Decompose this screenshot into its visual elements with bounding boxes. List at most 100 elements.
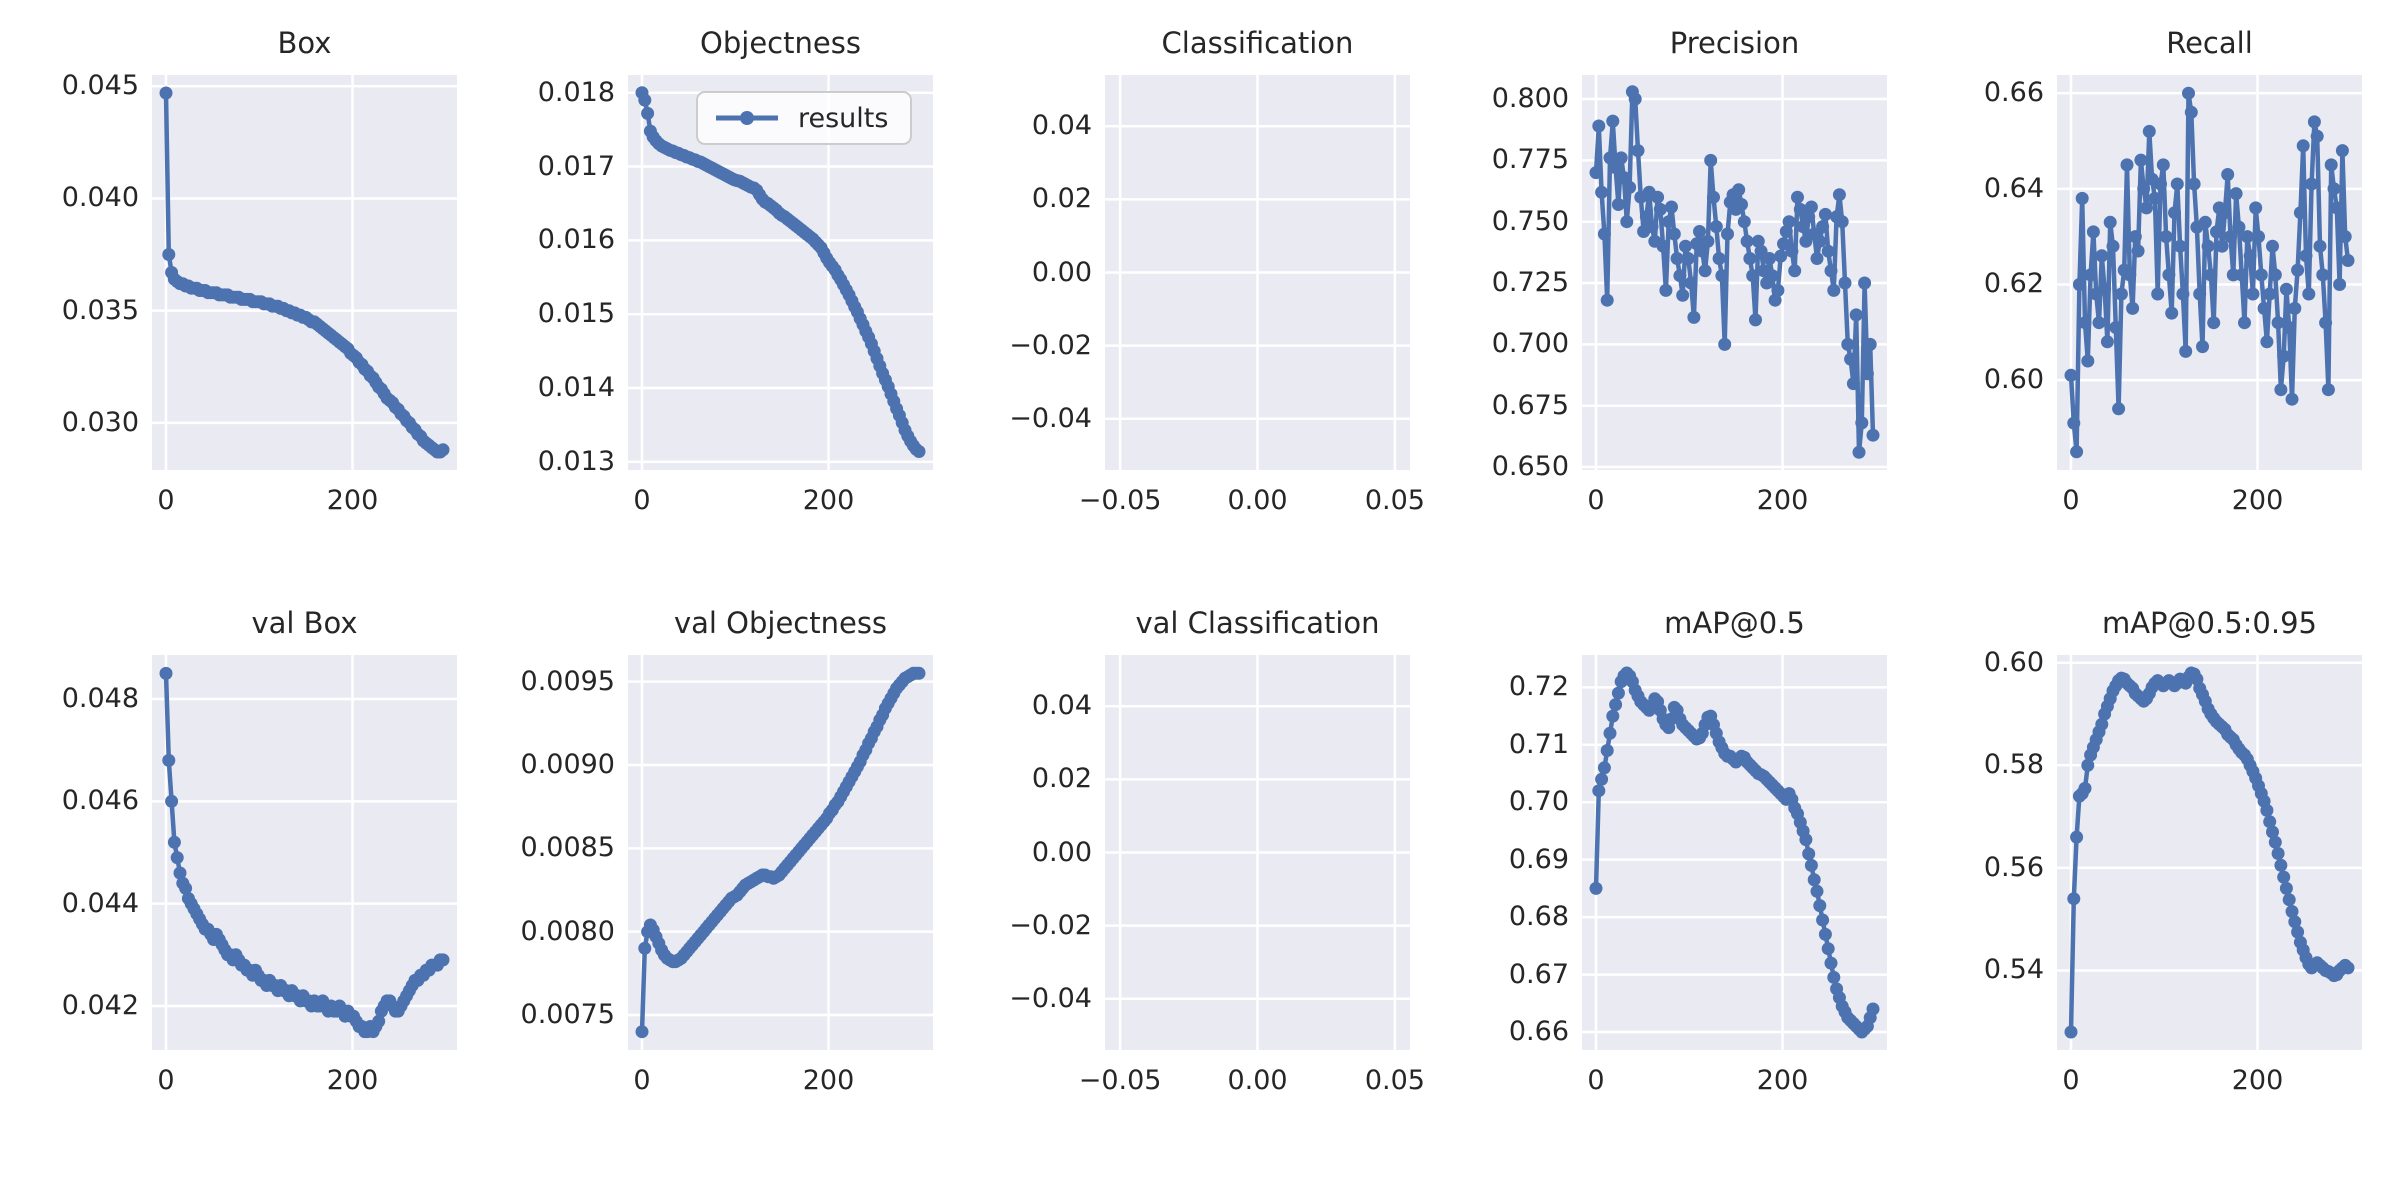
results-marker: [2123, 268, 2137, 282]
results-marker: [1763, 252, 1776, 265]
results-marker: [1858, 276, 1872, 290]
y-tick-label: 0.775: [1491, 144, 1569, 176]
results-marker: [2246, 287, 2260, 301]
y-tick-label: 0.013: [537, 445, 615, 477]
results-marker: [2341, 961, 2355, 975]
results-marker: [2260, 803, 2274, 817]
results-marker: [1721, 227, 1734, 241]
results-marker: [1802, 847, 1816, 861]
y-tick-label: 0.0095: [520, 665, 615, 697]
results-marker: [2210, 225, 2223, 239]
y-tick-label: 0.71: [1508, 728, 1569, 760]
results-marker: [1592, 784, 1606, 798]
results-marker: [2067, 416, 2081, 430]
results-marker: [641, 106, 655, 120]
y-tick-label: 0.67: [1508, 958, 1569, 990]
results-marker: [1818, 927, 1832, 941]
results-marker: [1656, 239, 1670, 253]
y-tick-label: 0.044: [61, 887, 139, 919]
results-marker: [159, 666, 173, 680]
results-marker: [1782, 215, 1796, 229]
results-marker: [2173, 239, 2187, 253]
results-marker: [1765, 269, 1779, 283]
results-marker: [1704, 153, 1718, 167]
results-marker: [1684, 276, 1698, 290]
results-marker: [2187, 177, 2201, 191]
results-marker: [2075, 191, 2089, 205]
y-tick-label: 0.017: [537, 150, 615, 182]
results-marker: [2268, 268, 2282, 282]
subplot-title: val Classification: [1135, 606, 1380, 640]
results-marker: [2310, 129, 2324, 143]
results-marker: [1777, 237, 1790, 251]
subplot-title: mAP@0.5:0.95: [2101, 606, 2318, 640]
results-marker: [1592, 119, 1606, 133]
y-tick-label: 0.02: [1031, 183, 1092, 215]
y-tick-label: 0.650: [1491, 451, 1569, 483]
subplot-title: val Box: [251, 606, 358, 640]
results-marker: [2081, 758, 2095, 772]
results-marker: [162, 248, 176, 261]
results-marker: [2114, 287, 2128, 301]
plot-area: [152, 75, 457, 470]
results-marker: [2324, 158, 2338, 172]
y-tick-label: −0.04: [1009, 402, 1092, 434]
y-tick-label: 0.800: [1491, 83, 1569, 115]
results-marker: [165, 794, 179, 808]
results-marker: [2204, 268, 2218, 282]
results-marker: [2179, 344, 2193, 358]
results-marker: [2296, 139, 2310, 153]
results-marker: [2184, 105, 2198, 119]
results-marker: [1751, 234, 1765, 248]
results-marker: [2162, 268, 2176, 282]
results-marker: [1821, 244, 1835, 258]
y-tick-label: −0.02: [1009, 909, 1092, 941]
results-marker: [2072, 278, 2086, 291]
results-marker: [2316, 268, 2330, 282]
results-marker: [1701, 234, 1715, 248]
results-marker: [2254, 268, 2268, 282]
results-marker: [2321, 383, 2335, 397]
y-tick-label: 0.64: [1983, 172, 2044, 204]
results-marker: [1609, 161, 1623, 175]
results-marker: [2168, 206, 2181, 220]
subplot-objectness: Objectness results 0 200 0.018 0.017 0.016 0.…: [538, 26, 933, 516]
results-marker: [2218, 206, 2232, 220]
results-marker: [1838, 276, 1852, 290]
results-marker: [1855, 416, 1869, 430]
results-marker: [1628, 92, 1642, 106]
results-marker: [2266, 239, 2279, 253]
results-marker: [2235, 268, 2249, 282]
results-marker: [1816, 220, 1830, 234]
results-marker: [2277, 870, 2291, 884]
results-marker: [2302, 287, 2316, 301]
results-marker: [1614, 151, 1628, 165]
results-marker: [1804, 858, 1818, 872]
results-marker: [173, 866, 187, 880]
x-tick-label: 200: [1756, 485, 1809, 516]
legend-line-icon: [716, 111, 778, 125]
results-marker: [912, 666, 926, 680]
results-marker: [1785, 244, 1799, 258]
results-marker: [2252, 230, 2265, 244]
y-tick-label: 0.72: [1508, 671, 1569, 703]
results-marker: [1813, 234, 1827, 248]
y-tick-label: 0.54: [1983, 954, 2044, 986]
results-marker: [2282, 893, 2296, 907]
results-marker: [159, 86, 173, 100]
plot-area: [1582, 655, 1887, 1050]
results-marker: [2279, 881, 2293, 895]
subplot-classification: Classification −0.05 0.00 0.05 0.04 0.02 0.00…: [1009, 26, 1425, 516]
results-marker: [1818, 207, 1832, 221]
results-marker: [1600, 293, 1614, 307]
results-marker: [1639, 210, 1653, 224]
x-tick-label: 200: [1756, 1065, 1809, 1096]
plot-area: [152, 655, 457, 1050]
y-tick-label: 0.66: [1508, 1016, 1569, 1048]
y-tick-label: 0.0075: [520, 999, 615, 1030]
results-marker: [1793, 202, 1807, 216]
results-marker: [1606, 114, 1620, 128]
results-marker: [2095, 717, 2109, 731]
legend: results: [696, 91, 913, 145]
x-tick-label: 0: [1587, 485, 1605, 516]
